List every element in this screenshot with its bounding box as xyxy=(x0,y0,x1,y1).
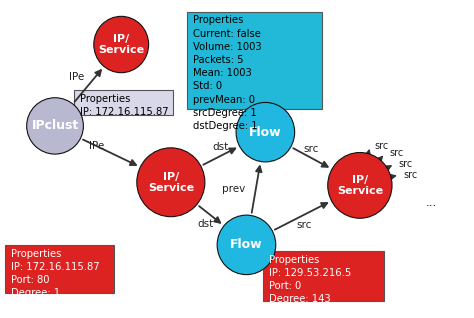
FancyBboxPatch shape xyxy=(263,251,383,301)
FancyBboxPatch shape xyxy=(187,12,322,109)
Text: Properties
IP: 172.16.115.87
Port: 80
Degree: 1: Properties IP: 172.16.115.87 Port: 80 De… xyxy=(11,249,100,298)
Ellipse shape xyxy=(217,215,276,275)
Text: IPclust: IPclust xyxy=(31,120,79,132)
Text: src: src xyxy=(297,220,312,230)
Text: src: src xyxy=(374,141,389,151)
Text: dst: dst xyxy=(212,142,228,152)
Ellipse shape xyxy=(94,16,149,73)
Text: IP/
Service: IP/ Service xyxy=(98,34,144,55)
Text: IPe: IPe xyxy=(89,142,104,151)
Text: prev: prev xyxy=(221,183,245,194)
Text: ...: ... xyxy=(426,196,438,209)
Text: src: src xyxy=(403,170,418,180)
Ellipse shape xyxy=(137,148,205,217)
Text: IPe: IPe xyxy=(69,73,84,82)
Ellipse shape xyxy=(328,153,392,218)
Text: Properties
Current: false
Volume: 1003
Packets: 5
Mean: 1003
Std: 0
prevMean: 0
: Properties Current: false Volume: 1003 P… xyxy=(193,15,262,131)
Ellipse shape xyxy=(236,102,295,162)
Text: dst: dst xyxy=(198,219,214,229)
Text: src: src xyxy=(304,144,319,154)
FancyBboxPatch shape xyxy=(74,90,173,115)
Text: IP/
Service: IP/ Service xyxy=(337,175,383,196)
Text: src: src xyxy=(399,159,413,169)
Text: Properties
IP: 172.16.115.87: Properties IP: 172.16.115.87 xyxy=(80,94,168,117)
Text: Flow: Flow xyxy=(230,238,263,251)
FancyBboxPatch shape xyxy=(5,245,114,294)
Text: Properties
IP: 129.53.216.5
Port: 0
Degree: 143: Properties IP: 129.53.216.5 Port: 0 Degr… xyxy=(269,255,351,305)
Text: Flow: Flow xyxy=(249,126,282,139)
Text: src: src xyxy=(389,148,403,158)
Ellipse shape xyxy=(27,98,83,154)
Text: IP/
Service: IP/ Service xyxy=(148,172,194,193)
